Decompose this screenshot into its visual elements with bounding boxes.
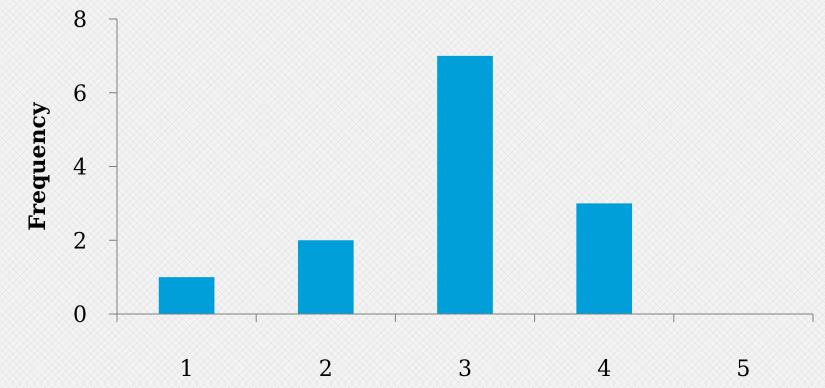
bar [576,203,633,314]
x-tick-label: 1 [180,357,194,382]
y-axis-title: Frequency [25,101,51,231]
y-axis-tick-labels: 0 2 4 6 8 [73,8,87,328]
bars [158,55,633,314]
x-axis-tick-labels: 1 2 3 4 5 [180,357,751,382]
bar [158,277,215,314]
x-tick-label: 5 [736,357,750,382]
bar [297,240,354,314]
y-tick-label: 2 [73,229,87,254]
x-tick-label: 3 [458,357,472,382]
y-tick-label: 6 [73,82,87,107]
y-tick-label: 8 [73,8,87,33]
x-tick-label: 2 [319,357,333,382]
y-tick-label: 0 [73,303,87,328]
y-tick-label: 4 [73,156,87,181]
x-tick-label: 4 [597,357,611,382]
y-axis-ticks [109,18,117,315]
x-axis-ticks [116,314,814,322]
bar [437,55,493,314]
